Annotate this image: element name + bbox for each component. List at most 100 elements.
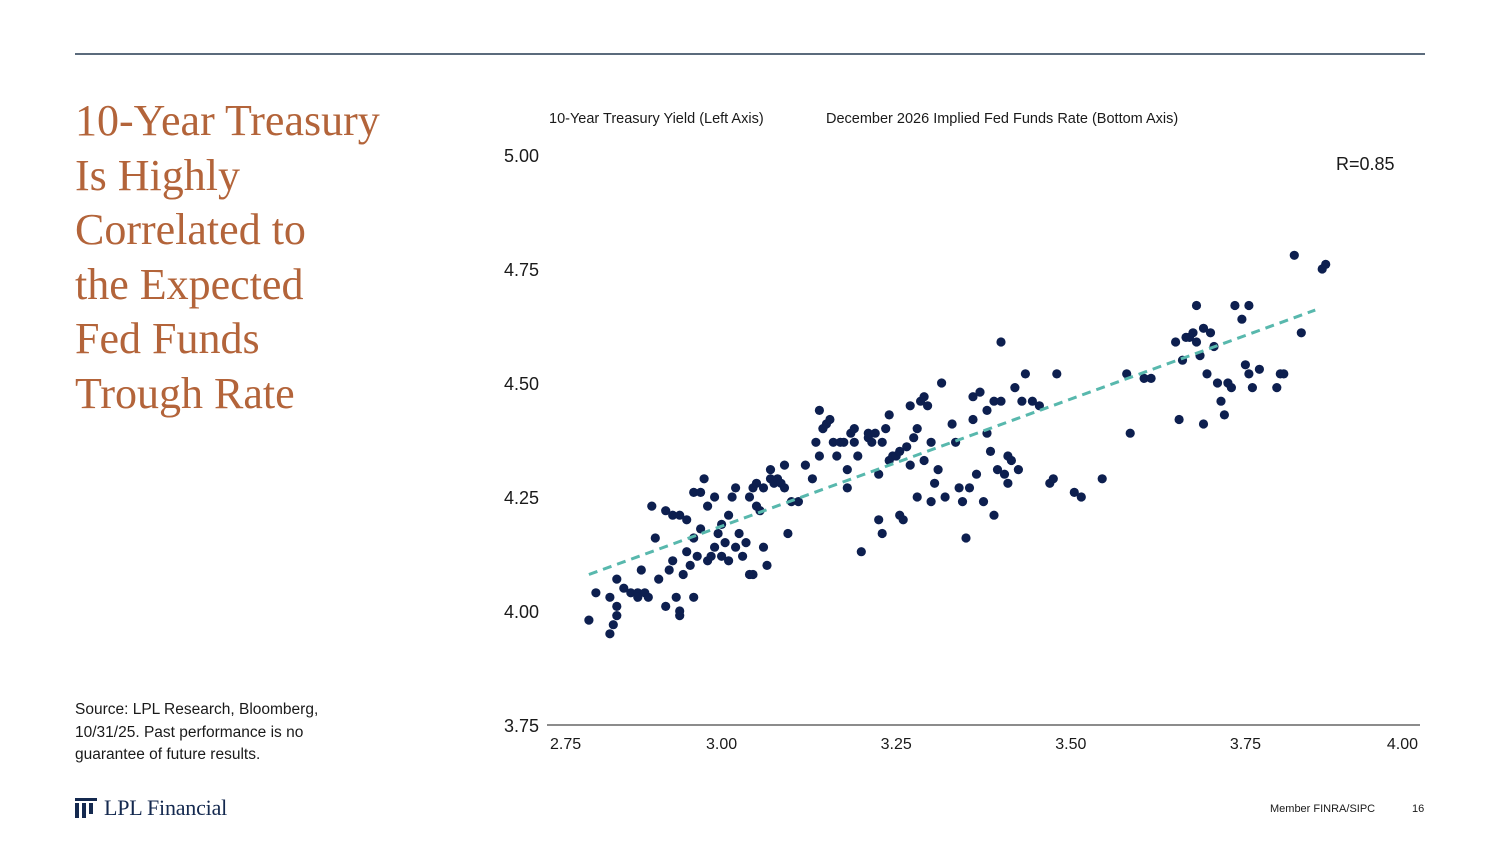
source-note: Source: LPL Research, Bloomberg, 10/31/2… xyxy=(75,701,319,763)
data-point xyxy=(842,483,852,493)
data-point xyxy=(814,405,825,415)
data-point xyxy=(989,510,999,520)
y-tick-label: 3.75 xyxy=(504,716,539,736)
data-point xyxy=(895,446,905,456)
data-point xyxy=(626,588,636,598)
data-point xyxy=(954,483,964,493)
data-point xyxy=(1052,369,1062,379)
x-tick-label: 3.25 xyxy=(881,736,912,753)
data-point xyxy=(1010,383,1020,393)
correlation-annotation: R=0.85 xyxy=(1336,154,1395,174)
data-point xyxy=(1296,328,1306,338)
data-point xyxy=(605,629,615,639)
data-point xyxy=(884,410,894,420)
data-point xyxy=(741,538,751,548)
data-point xyxy=(1069,487,1079,497)
data-point xyxy=(971,469,982,479)
data-point xyxy=(874,469,884,479)
data-point xyxy=(591,588,601,598)
title-line: 10-Year Treasury xyxy=(75,96,380,145)
x-tick-label: 3.50 xyxy=(1055,736,1086,753)
data-point xyxy=(710,542,720,552)
data-point xyxy=(762,560,772,571)
lpl-logo: LPL Financial xyxy=(75,795,227,821)
member-finra-sipc: Member FINRA/SIPC xyxy=(1270,803,1376,815)
data-point xyxy=(964,483,975,493)
data-point xyxy=(706,551,716,561)
data-point xyxy=(636,565,646,575)
data-point xyxy=(793,497,804,507)
slide-title: 10-Year Treasury Is Highly Correlated to… xyxy=(75,94,455,421)
data-point xyxy=(678,569,688,580)
data-point xyxy=(856,547,866,557)
x-tick-label: 4.00 xyxy=(1387,736,1418,753)
data-point xyxy=(783,528,793,539)
data-point xyxy=(933,465,943,475)
data-point xyxy=(811,437,821,447)
title-line: the Expected xyxy=(75,259,304,309)
data-point xyxy=(1013,465,1024,475)
data-point xyxy=(1003,478,1013,488)
data-point xyxy=(1202,369,1212,379)
title-line: Is Highly xyxy=(75,150,240,200)
data-point xyxy=(682,547,692,557)
data-point xyxy=(612,601,622,612)
data-point xyxy=(703,501,713,511)
data-point xyxy=(930,478,940,488)
data-point xyxy=(978,497,989,507)
data-point xyxy=(923,401,933,411)
data-point xyxy=(814,451,825,461)
data-point xyxy=(696,524,706,534)
y-tick-label: 4.25 xyxy=(504,488,539,508)
data-point xyxy=(682,515,692,525)
data-point xyxy=(1198,419,1209,429)
data-point xyxy=(898,515,908,525)
data-point xyxy=(1188,328,1198,338)
data-point xyxy=(912,492,922,502)
data-point xyxy=(612,574,622,584)
data-point xyxy=(779,460,790,470)
data-point xyxy=(748,569,758,580)
data-point xyxy=(1174,414,1184,425)
data-point xyxy=(1191,337,1202,347)
data-point xyxy=(765,465,776,475)
data-point xyxy=(1020,369,1030,379)
data-point xyxy=(584,615,594,625)
data-point xyxy=(724,556,734,566)
data-point xyxy=(1125,428,1135,438)
data-point xyxy=(800,460,811,470)
data-point xyxy=(619,583,629,593)
data-point xyxy=(1205,328,1216,338)
title-line: Fed Funds xyxy=(75,314,260,363)
data-point xyxy=(1244,300,1254,311)
data-point xyxy=(832,451,842,461)
top-divider-rule xyxy=(75,53,1425,55)
data-point xyxy=(654,574,664,584)
data-point xyxy=(937,378,947,388)
data-point xyxy=(1226,383,1236,393)
data-point xyxy=(1219,410,1229,420)
data-point xyxy=(758,483,769,493)
data-point xyxy=(661,506,671,516)
data-point xyxy=(919,392,929,402)
x-tick-label: 3.75 xyxy=(1230,736,1261,753)
data-point xyxy=(717,551,727,561)
data-point xyxy=(1230,300,1240,311)
y-tick-label: 5.00 xyxy=(504,146,539,166)
data-point xyxy=(668,556,678,566)
data-point xyxy=(1017,396,1027,406)
data-point xyxy=(710,492,720,502)
data-point xyxy=(1027,396,1037,406)
data-point xyxy=(842,465,852,475)
data-point xyxy=(1191,300,1202,311)
data-point xyxy=(825,414,835,425)
data-point xyxy=(853,451,863,461)
lpl-logo-icon xyxy=(75,798,97,818)
data-point xyxy=(744,492,755,502)
data-point xyxy=(968,392,978,402)
data-point xyxy=(734,528,744,539)
data-point xyxy=(633,592,643,602)
data-point xyxy=(647,501,657,511)
data-point xyxy=(758,542,769,552)
data-point xyxy=(968,414,978,425)
